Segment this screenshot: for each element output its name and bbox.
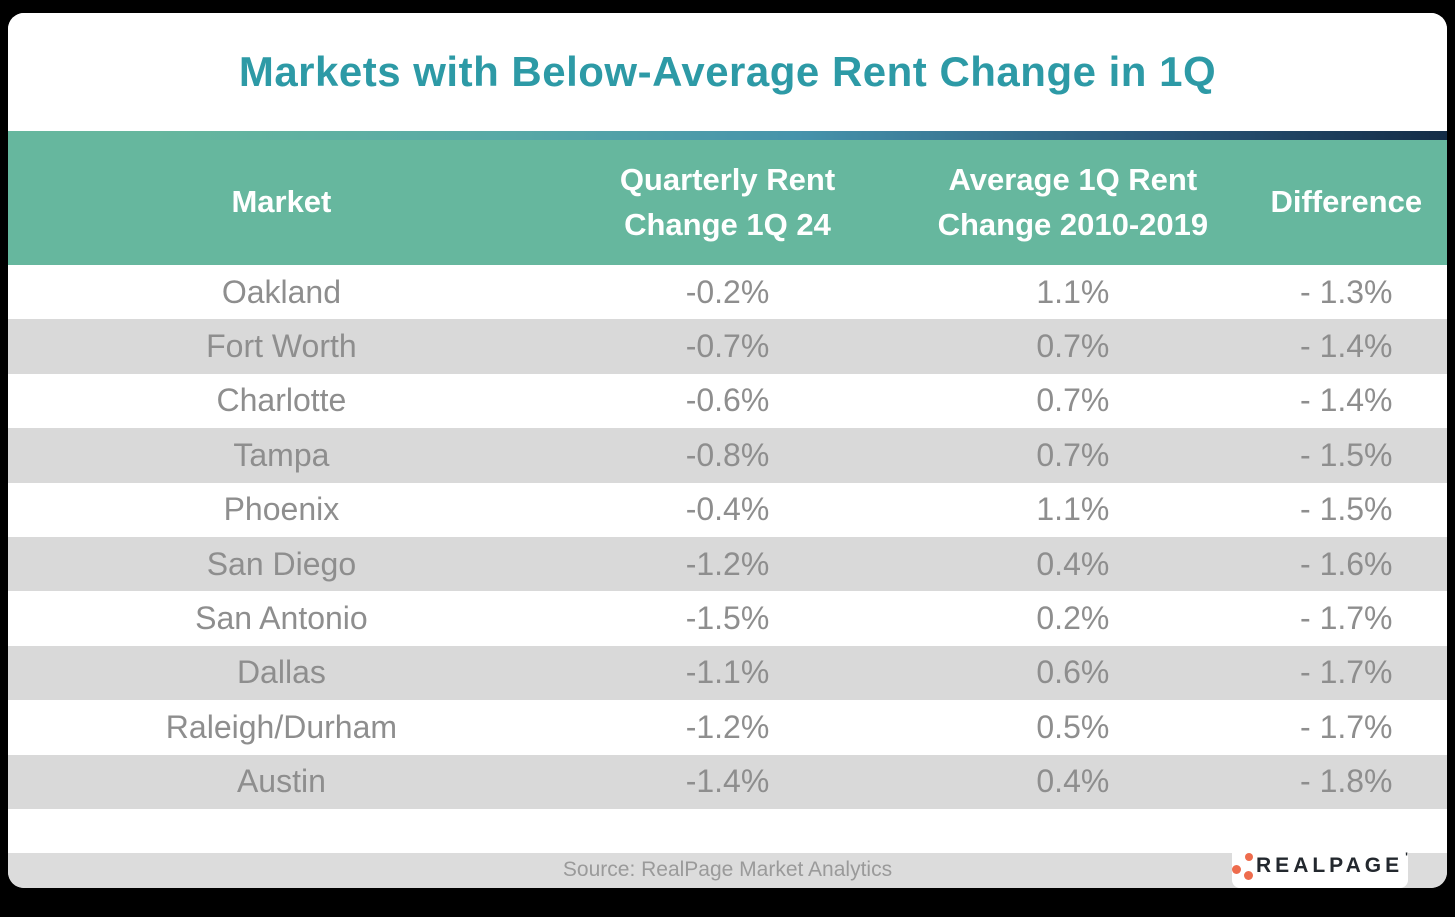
market-cell: Fort Worth [206, 328, 357, 365]
difference-cell: - 1.7% [1300, 708, 1393, 745]
quarterly-change-cell: -1.1% [685, 654, 770, 691]
table-body: Oakland -0.2% 1.1% - 1.3% Fort Worth -0.… [8, 265, 1447, 809]
column-header-average-1q-rent-change: Average 1Q Rent Change 2010-2019 [937, 162, 1209, 242]
average-change-cell: 1.1% [1036, 273, 1110, 310]
difference-cell: - 1.3% [1300, 273, 1393, 310]
column-header-difference: Difference [1270, 184, 1423, 220]
difference-cell: - 1.7% [1300, 600, 1393, 637]
average-change-cell: 0.5% [1036, 708, 1110, 745]
bottom-spacer [8, 808, 1447, 853]
market-cell: Tampa [233, 436, 330, 473]
column-header-quarterly-rent-change: Quarterly Rent Change 1Q 24 [619, 162, 836, 242]
market-cell: Oakland [221, 273, 341, 310]
table-row: Dallas -1.1% 0.6% - 1.7% [8, 645, 1447, 701]
quarterly-change-cell: -0.7% [685, 328, 770, 365]
market-cell: Charlotte [216, 382, 347, 419]
average-change-cell: 1.1% [1036, 491, 1110, 528]
quarterly-change-cell: -1.2% [685, 708, 770, 745]
table-row: Fort Worth -0.7% 0.7% - 1.4% [8, 319, 1447, 374]
table-row: Austin -1.4% 0.4% - 1.8% [8, 754, 1447, 809]
realpage-logo: REALPAGE ' [1232, 843, 1408, 888]
average-change-cell: 0.7% [1036, 436, 1110, 473]
table-row: San Antonio -1.5% 0.2% - 1.7% [8, 591, 1447, 646]
difference-cell: - 1.8% [1300, 763, 1393, 800]
difference-cell: - 1.5% [1300, 491, 1393, 528]
table-row: Raleigh/Durham -1.2% 0.5% - 1.7% [8, 700, 1447, 755]
quarterly-change-cell: -1.5% [685, 600, 770, 637]
gradient-strip [8, 131, 1447, 140]
market-cell: San Antonio [195, 600, 368, 637]
average-change-cell: 0.4% [1036, 763, 1110, 800]
difference-cell: - 1.4% [1300, 382, 1393, 419]
quarterly-change-cell: -0.2% [685, 273, 770, 310]
table-row: Phoenix -0.4% 1.1% - 1.5% [8, 482, 1447, 537]
quarterly-change-cell: -1.4% [685, 763, 770, 800]
quarterly-change-cell: -0.8% [685, 436, 770, 473]
report-card: Markets with Below-Average Rent Change i… [8, 13, 1447, 888]
column-header-market: Market [231, 184, 332, 220]
table-header-row: Market Quarterly Rent Change 1Q 24 Avera… [8, 140, 1447, 265]
difference-cell: - 1.6% [1300, 545, 1393, 582]
table-row: Oakland -0.2% 1.1% - 1.3% [8, 265, 1447, 320]
average-change-cell: 0.6% [1036, 654, 1110, 691]
average-change-cell: 0.7% [1036, 328, 1110, 365]
market-cell: San Diego [206, 545, 357, 582]
rent-change-table: Market Quarterly Rent Change 1Q 24 Avera… [8, 140, 1447, 809]
quarterly-change-cell: -0.4% [685, 491, 770, 528]
average-change-cell: 0.4% [1036, 545, 1110, 582]
average-change-cell: 0.2% [1036, 600, 1110, 637]
trademark-mark: ' [1405, 850, 1408, 864]
table-row: San Diego -1.2% 0.4% - 1.6% [8, 536, 1447, 592]
table-row: Charlotte -0.6% 0.7% - 1.4% [8, 373, 1447, 429]
market-cell: Raleigh/Durham [165, 708, 398, 745]
difference-cell: - 1.4% [1300, 328, 1393, 365]
quarterly-change-cell: -1.2% [685, 545, 770, 582]
market-cell: Phoenix [223, 491, 340, 528]
source-text: Source: RealPage Market Analytics [562, 858, 893, 882]
market-cell: Austin [236, 763, 326, 800]
market-cell: Dallas [236, 654, 326, 691]
footer-bar: Source: RealPage Market Analytics REALPA… [8, 843, 1447, 888]
page-title: Markets with Below-Average Rent Change i… [238, 48, 1217, 95]
table-row: Tampa -0.8% 0.7% - 1.5% [8, 428, 1447, 483]
difference-cell: - 1.5% [1300, 436, 1393, 473]
realpage-dots-icon [1232, 852, 1253, 880]
average-change-cell: 0.7% [1036, 382, 1110, 419]
difference-cell: - 1.7% [1300, 654, 1393, 691]
quarterly-change-cell: -0.6% [685, 382, 770, 419]
realpage-logo-text: REALPAGE [1256, 853, 1404, 877]
title-bar: Markets with Below-Average Rent Change i… [8, 13, 1447, 131]
